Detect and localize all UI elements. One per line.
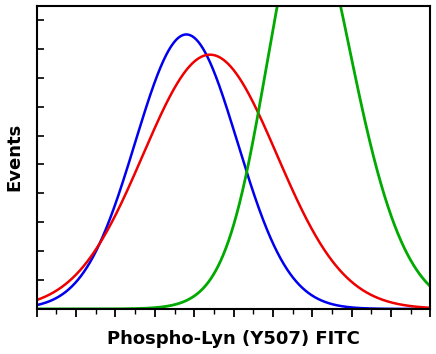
X-axis label: Phospho-Lyn (Y507) FITC: Phospho-Lyn (Y507) FITC (107, 330, 360, 348)
Y-axis label: Events: Events (6, 123, 24, 192)
